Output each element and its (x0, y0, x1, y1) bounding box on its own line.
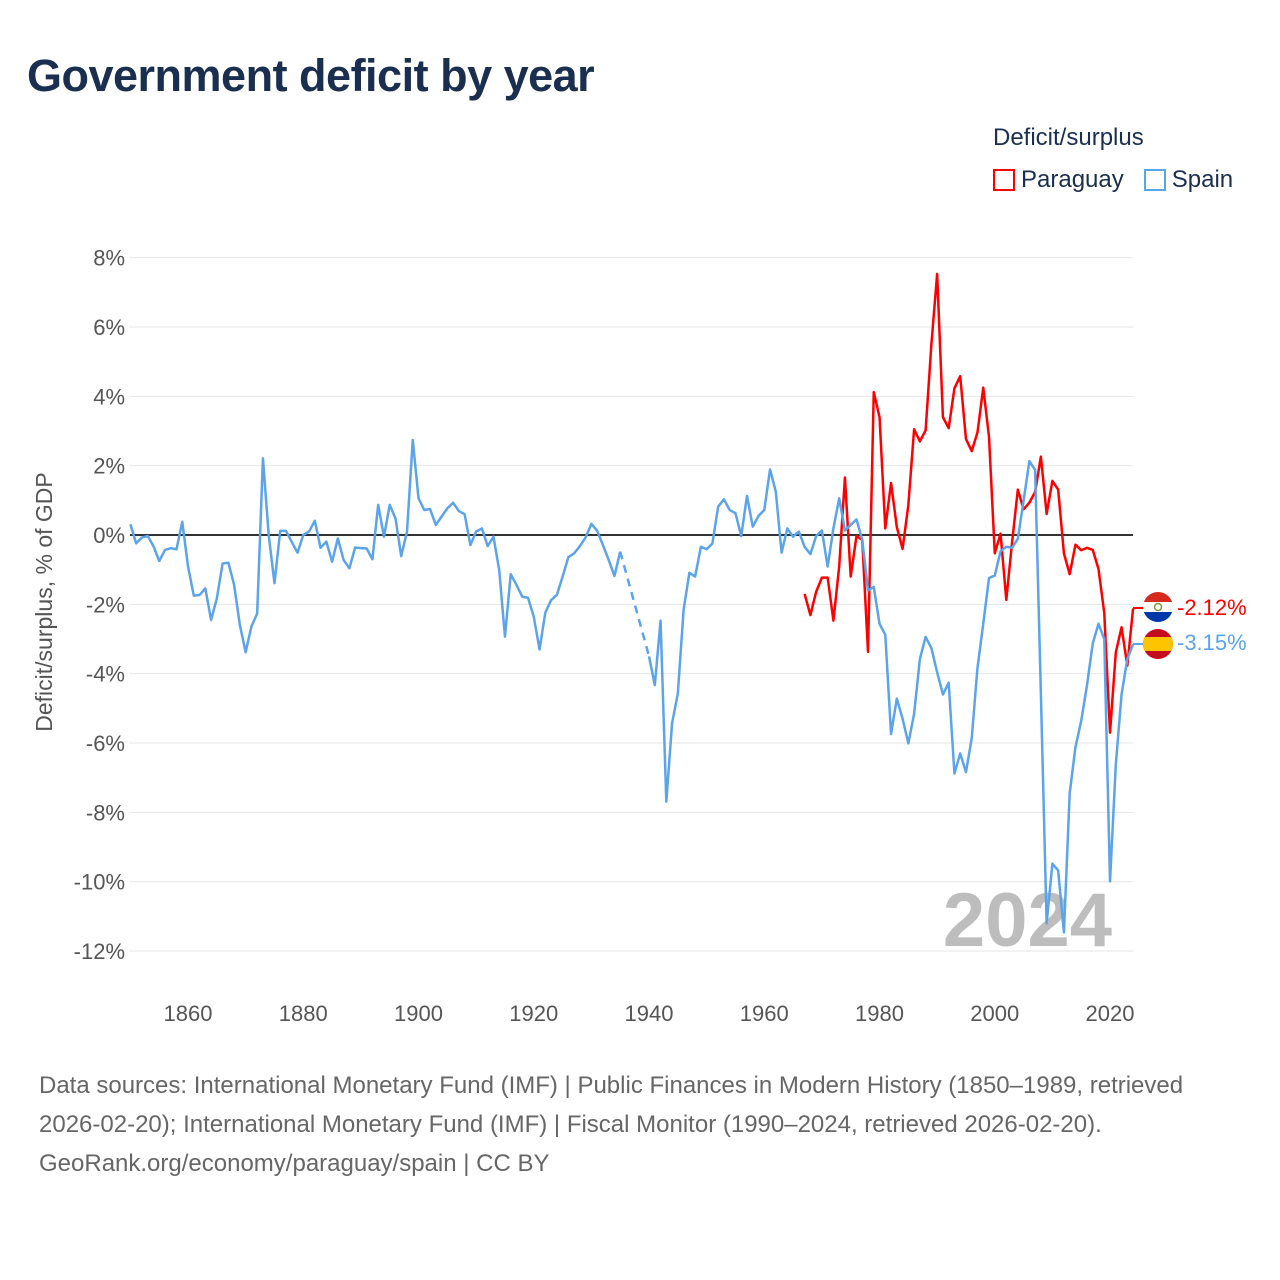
y-tick-label: 0% (93, 523, 125, 548)
y-tick-label: -8% (86, 800, 125, 825)
y-tick-label: -4% (86, 662, 125, 687)
x-tick-label: 1920 (509, 1001, 558, 1026)
series-paraguay (803, 272, 1135, 734)
series-spain (129, 438, 1135, 934)
x-tick-label: 2020 (1086, 1001, 1135, 1026)
spain-flag-icon (1143, 629, 1173, 659)
y-axis-label: Deficit/surplus, % of GDP (31, 472, 57, 731)
legend: Paraguay Spain (993, 166, 1233, 194)
legend-item-paraguay[interactable]: Paraguay (993, 166, 1124, 194)
year-watermark: 2024 (943, 878, 1112, 963)
x-tick-label: 1940 (625, 1001, 674, 1026)
y-tick-label: -2% (86, 592, 125, 617)
series-line-spain (129, 438, 622, 654)
series-line-spain (647, 459, 1135, 934)
legend-swatch-spain (1143, 169, 1166, 191)
chart-title: Government deficit by year (27, 50, 595, 101)
x-tick-label: 2000 (970, 1001, 1019, 1026)
paraguay-flag-icon (1143, 592, 1173, 622)
footer: Data sources: International Monetary Fun… (39, 1066, 1249, 1183)
y-tick-label: 6% (93, 315, 125, 340)
series-line-paraguay (803, 272, 1135, 734)
legend-label-paraguay: Paraguay (1021, 166, 1124, 193)
y-tick-label: 4% (93, 384, 125, 409)
legend-item-spain[interactable]: Spain (1143, 166, 1234, 194)
x-tick-label: 1900 (394, 1001, 443, 1026)
y-tick-label: -6% (86, 731, 125, 756)
data-sources: Data sources: International Monetary Fun… (39, 1072, 1184, 1138)
x-tick-label: 1880 (279, 1001, 328, 1026)
legend-label-spain: Spain (1171, 166, 1234, 193)
y-tick-label: -10% (74, 870, 125, 895)
x-tick-label: 1860 (164, 1001, 213, 1026)
x-tick-label: 1960 (740, 1001, 789, 1026)
y-tick-label: 8% (93, 246, 125, 271)
end-label-spain: -3.15% (1133, 629, 1247, 659)
grid (130, 257, 1133, 952)
x-tick-label: 1980 (855, 1001, 904, 1026)
legend-swatch-paraguay (993, 169, 1015, 191)
end-value-spain: -3.15% (1177, 630, 1247, 655)
credit-link[interactable]: GeoRank.org/economy/paraguay/spain | CC … (39, 1150, 550, 1177)
y-tick-label: 2% (93, 454, 125, 479)
legend-title: Deficit/surplus (993, 124, 1144, 151)
y-tick-labels: 8% 6% 4% 2% 0% -2% -4% -6% -8% -10% -12% (74, 246, 125, 964)
end-label-paraguay: -2.12% (1133, 592, 1247, 622)
end-value-paraguay: -2.12% (1177, 595, 1247, 620)
x-tick-labels: 1860 1880 1900 1920 1940 1960 1980 2000 2020 (164, 1001, 1135, 1026)
series-gap-spain (619, 551, 651, 657)
y-tick-label: -12% (74, 939, 125, 964)
series-lines (129, 272, 1135, 934)
